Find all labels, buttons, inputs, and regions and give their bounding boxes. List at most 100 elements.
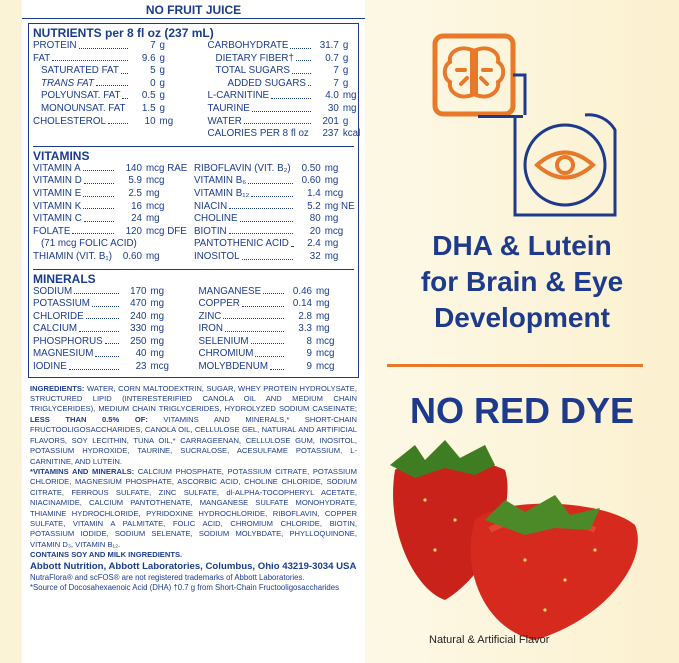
nutrient-name: THIAMIN (VIT. B₁) (33, 250, 112, 262)
nutrient-name: CHROMIUM (198, 348, 254, 360)
nutrient-row: SATURATED FAT 5 g (33, 65, 198, 78)
nutrient-name: ADDED SUGARS (227, 77, 306, 89)
nutrient-unit: mg (150, 323, 165, 335)
nutrient-value: 7 (150, 40, 156, 51)
nutrient-row: TAURINE 30 mg (208, 103, 381, 116)
nutrient-unit: mg (145, 250, 160, 262)
nutrient-row: VITAMIN B₁₂ 1.4 mcg (194, 188, 363, 201)
nutrient-unit: mcg (150, 361, 170, 373)
strawberries (390, 440, 638, 640)
leader (82, 163, 114, 172)
nutrient-unit: mcg RAE (145, 162, 188, 174)
headline-line: for Brain & Eye (420, 266, 624, 297)
leader (122, 90, 128, 99)
nutrient-row: BIOTIN 20 mcg (194, 226, 363, 239)
nutrient-value: 10 (144, 115, 156, 127)
column: CARBOHYDRATE 31.7 g DIETARY FIBER† 0.7 g TOTAL… (208, 40, 381, 141)
nutrient-name: ZINC (198, 310, 222, 322)
footnote: *Source of Docosahexaenoic Acid (DHA) †0… (30, 582, 339, 592)
leader (91, 298, 119, 307)
nutrient-name: VITAMIN K (33, 200, 82, 212)
nutrient-name: MONOUNSAT. FAT (41, 102, 126, 114)
nutrient-unit: mg NE (324, 200, 355, 212)
nutrient-row: L-CARNITINE 4.0 mg (208, 90, 381, 103)
nutrient-name: MAGNESIUM (33, 348, 94, 360)
nutrient-row: ADDED SUGARS 7 g (208, 78, 381, 91)
leader (243, 116, 311, 125)
nutrient-value: 330 (130, 323, 147, 335)
nutrient-row: MONOUNSAT. FAT 1.5 g (33, 103, 198, 116)
nutrient-name: POLYUNSAT. FAT (41, 90, 121, 102)
nutrient-unit: mg (324, 238, 339, 250)
divider (387, 364, 643, 367)
nutrient-value: 250 (130, 335, 147, 347)
nutrient-row: CHOLINE 80 mg (194, 213, 363, 226)
nutrient-value: 5.9 (128, 175, 142, 187)
trademark: NutraFlora® and scFOS® are not registere… (30, 572, 305, 582)
nutrient-row: TOTAL SUGARS 7 g (208, 65, 381, 78)
nutrient-unit: g (342, 77, 349, 89)
nutrient-unit: mg (316, 285, 330, 297)
nutrient-row: (71 mcg FOLIC ACID) (33, 238, 184, 251)
leader (255, 348, 284, 358)
nutrient-value: 31.7 (319, 40, 339, 51)
nutrient-value: 20 (309, 225, 321, 237)
nutrient-unit: kcal (342, 128, 361, 140)
nutrient-name: SELENIUM (198, 335, 249, 347)
nutrient-unit: g (342, 40, 349, 51)
leader (104, 336, 119, 345)
nutrient-unit: mg (145, 187, 160, 199)
leader (83, 213, 114, 222)
nutrient-value: 1.5 (141, 102, 156, 114)
nutrient-row: INOSITOL 32 mg (194, 251, 363, 264)
nutrient-row: PANTOTHENIC ACID 2.4 mg (194, 238, 363, 251)
vitmin-label: *VITAMINS AND MINERALS: (30, 466, 135, 476)
nutrient-name: PANTOTHENIC ACID (193, 238, 289, 250)
nutrient-value: 0.14 (292, 298, 312, 310)
nutrient-value: 0.60 (301, 175, 321, 187)
nutrient-unit: g (159, 90, 165, 102)
nutrient-row: FAT 9.6 g (33, 53, 198, 66)
nutrient-row: SODIUM 170 mg (33, 286, 189, 299)
less-than: LESS THAN 0.5% OF: (30, 414, 148, 424)
nutrient-value: 2.4 (307, 238, 321, 250)
nutrient-row: NIACIN 5.2 mg NE (194, 201, 363, 214)
leader (270, 361, 284, 370)
nutrient-row: CHLORIDE 240 mg (33, 311, 189, 324)
nutrient-value: 0.50 (301, 162, 321, 174)
vitmin-paragraph: *VITAMINS AND MINERALS: CALCIUM PHOSPHAT… (30, 467, 357, 550)
nutrient-row: VITAMIN D 5.9 mcg (33, 175, 184, 188)
nutrient-row: CARBOHYDRATE 31.7 g (208, 40, 381, 53)
leader (239, 213, 293, 222)
nutrient-value: 237 (322, 128, 339, 140)
nutrient-unit: mcg (324, 225, 344, 237)
ingredients-label: INGREDIENTS: (30, 383, 85, 393)
nutrient-unit: g (342, 115, 349, 127)
nutrient-unit: mg (145, 213, 160, 225)
flavor: Natural & Artificial Flavor (429, 634, 550, 646)
nutrient-name: L-CARNITINE (207, 90, 270, 102)
nutrient-value: 4.0 (325, 90, 339, 102)
nutrient-value: 140 (125, 162, 142, 174)
promo-panel: DHA & Lutein for Brain & Eye Development… (365, 0, 679, 663)
nutrient-value: 201 (322, 115, 339, 127)
nutrient-value: 32 (309, 250, 321, 262)
nutrient-unit: mcg (145, 175, 165, 187)
nutrient-name: MOLYBDENUM (198, 361, 269, 373)
nutrient-value: 240 (130, 310, 147, 322)
nutrient-row: TRANS FAT 0 g (33, 78, 198, 91)
leader (295, 53, 311, 62)
nutrient-row: CHROMIUM 9 mcg (199, 348, 355, 361)
nutrient-name: INOSITOL (193, 250, 240, 262)
contains: CONTAINS SOY AND MILK INGREDIENTS. (30, 550, 183, 560)
nutrient-name: SODIUM (33, 285, 73, 297)
nutrient-row: ZINC 2.8 mg (199, 311, 355, 324)
column: PROTEIN 7 g FAT 9.6 g SATURATED FAT 5 g TRANS FAT… (33, 40, 198, 141)
nutrient-value: 9 (306, 361, 312, 373)
nutrient-row: MOLYBDENUM 9 mcg (199, 361, 355, 374)
nutrient-unit: mcg (145, 200, 165, 212)
nutrient-unit: mg (342, 102, 357, 114)
nutrient-name: VITAMIN A (33, 162, 81, 174)
nutrient-value: 8 (306, 335, 312, 347)
nutrient-name: TRANS FAT (41, 77, 94, 89)
